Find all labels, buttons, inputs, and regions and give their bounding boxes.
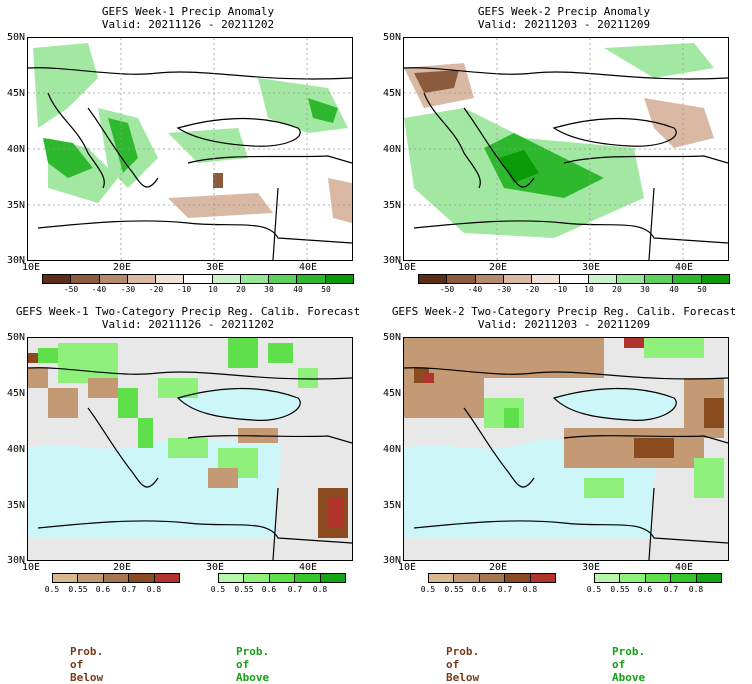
lon-label: 10E [22,562,41,573]
colorbar-tick: -30 [120,285,136,294]
lat-label: 40N [6,444,25,455]
lat-label: 45N [382,88,401,99]
lat-label: 40N [382,144,401,155]
lon-label: 40E [299,262,318,273]
colorbar-tick: 0.7 [287,585,303,594]
colorbar-tick: -10 [176,285,192,294]
lat-label: 40N [6,144,25,155]
prob-below-colorbar [52,573,180,583]
colorbar-tick: 0.7 [121,585,137,594]
anomaly-map [27,37,353,261]
panel-title: GEFS Week-2 Two-Category Precip Reg. Cal… [391,305,737,318]
colorbar-tick: 10 [208,285,218,294]
lat-label: 35N [6,500,25,511]
lat-label: 45N [6,388,25,399]
prob-above-label: Prob. of Above [612,645,646,684]
colorbar-tick: 0.6 [261,585,277,594]
lon-label: 20E [489,562,508,573]
panel-title: GEFS Week-1 Precip Anomaly [101,5,275,18]
lat-label: 50N [382,32,401,43]
prob-below-label: Prob. of Below [70,645,104,684]
colorbar-tick: 0.6 [95,585,111,594]
lon-label: 20E [113,262,132,273]
probability-map [27,337,353,561]
colorbar-tick: 0.6 [637,585,653,594]
colorbar-tick: 0.55 [444,585,464,594]
panel-subtitle: Valid: 20211126 - 20211202 [101,318,275,331]
colorbar-tick: 0.7 [497,585,513,594]
prob-above-colorbar [218,573,346,583]
colorbar-tick: 0.7 [663,585,679,594]
colorbar-tick: 20 [236,285,246,294]
colorbar-tick: 0.8 [312,585,328,594]
colorbar-tick: 10 [584,285,594,294]
panel-title: GEFS Week-2 Precip Anomaly [477,5,651,18]
lat-label: 35N [382,200,401,211]
lat-label: 45N [382,388,401,399]
colorbar-tick: 20 [612,285,622,294]
colorbar-tick: -10 [552,285,568,294]
colorbar-tick: 0.8 [688,585,704,594]
colorbar-tick: 50 [697,285,707,294]
lat-label: 35N [6,200,25,211]
lon-label: 30E [206,562,225,573]
panel-subtitle: Valid: 20211203 - 20211209 [477,318,651,331]
colorbar-tick: 0.55 [234,585,254,594]
colorbar-tick: -50 [439,285,455,294]
lat-label: 30N [382,255,401,266]
colorbar-tick: -20 [524,285,540,294]
colorbar-tick: 0.5 [586,585,602,594]
colorbar-tick: 0.5 [210,585,226,594]
lat-label: 45N [6,88,25,99]
colorbar-tick: 50 [321,285,331,294]
lon-label: 40E [675,562,694,573]
colorbar-tick: 0.5 [420,585,436,594]
prob-above-label: Prob. of Above [236,645,270,684]
anomaly-map [403,37,729,261]
anomaly-colorbar [42,274,354,284]
colorbar-tick: 0.6 [471,585,487,594]
panel-title: GEFS Week-1 Two-Category Precip Reg. Cal… [15,305,361,318]
lat-label: 30N [6,255,25,266]
colorbar-tick: 40 [669,285,679,294]
colorbar-tick: 0.8 [146,585,162,594]
colorbar-tick: 0.5 [44,585,60,594]
colorbar-tick: 40 [293,285,303,294]
lon-label: 30E [582,562,601,573]
lat-label: 50N [382,332,401,343]
colorbar-tick: -40 [91,285,107,294]
lat-label: 35N [382,500,401,511]
lat-label: 30N [382,555,401,566]
panel-subtitle: Valid: 20211126 - 20211202 [101,18,275,31]
lat-label: 50N [6,32,25,43]
colorbar-tick: 30 [264,285,274,294]
lon-label: 10E [398,562,417,573]
colorbar-tick: -50 [63,285,79,294]
colorbar-tick: 0.55 [68,585,88,594]
lat-label: 30N [6,555,25,566]
anomaly-colorbar [418,274,730,284]
lon-label: 40E [675,262,694,273]
lon-label: 10E [398,262,417,273]
panel-subtitle: Valid: 20211203 - 20211209 [477,18,651,31]
prob-above-colorbar [594,573,722,583]
probability-map [403,337,729,561]
colorbar-tick: 30 [640,285,650,294]
colorbar-tick: 0.55 [610,585,630,594]
colorbar-tick: -30 [496,285,512,294]
colorbar-tick: -20 [148,285,164,294]
lon-label: 20E [113,562,132,573]
lon-label: 30E [582,262,601,273]
lon-label: 40E [299,562,318,573]
colorbar-tick: 0.8 [522,585,538,594]
lon-label: 10E [22,262,41,273]
prob-below-colorbar [428,573,556,583]
lat-label: 50N [6,332,25,343]
lon-label: 30E [206,262,225,273]
lat-label: 40N [382,444,401,455]
colorbar-tick: -40 [467,285,483,294]
lon-label: 20E [489,262,508,273]
prob-below-label: Prob. of Below [446,645,480,684]
